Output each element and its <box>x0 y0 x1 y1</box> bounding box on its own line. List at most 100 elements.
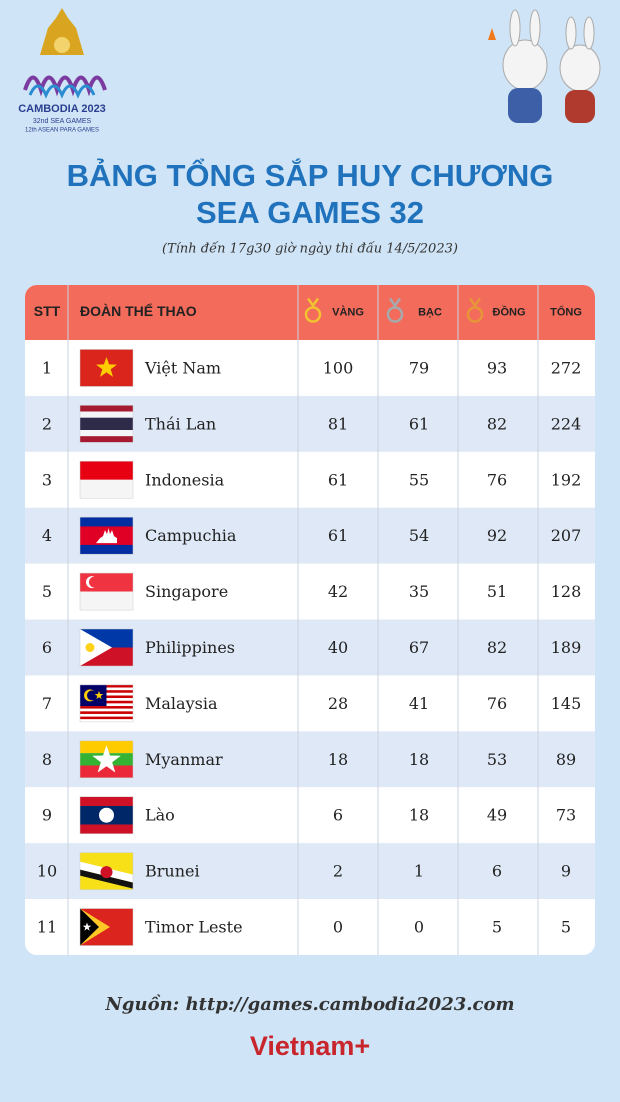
column-header: ĐỒNG <box>493 305 526 318</box>
flag <box>79 461 134 499</box>
table-cell: 54 <box>409 526 429 545</box>
table-cell: 51 <box>487 582 507 601</box>
table-cell: Timor Leste <box>145 918 243 937</box>
table-cell: 4 <box>42 526 52 545</box>
medal <box>304 306 322 323</box>
table-cell: 6 <box>492 862 502 881</box>
table-cell: 61 <box>409 414 429 433</box>
flag-stripe <box>80 436 133 443</box>
table-cell: 9 <box>561 862 571 881</box>
column-header: TỔNG <box>550 305 582 318</box>
table-cell: 145 <box>551 694 582 713</box>
table-cell: 79 <box>409 358 429 377</box>
flag <box>79 349 134 387</box>
table-cell: 189 <box>551 638 582 657</box>
subtitle: (Tính đến 17g30 giờ ngày thi đấu 14/5/20… <box>162 241 458 257</box>
logo-emblem <box>54 37 70 53</box>
medal-ribbon <box>468 297 482 308</box>
mascot-body <box>508 88 542 123</box>
flag-triangle <box>80 908 99 946</box>
flag-border <box>79 684 134 723</box>
mascot-ear <box>529 9 541 47</box>
table-cell: 81 <box>328 414 348 433</box>
table-cell: 128 <box>551 582 582 601</box>
table-cell: 49 <box>487 806 507 825</box>
flag <box>79 405 134 443</box>
flag-stripe <box>80 591 133 611</box>
mascot-head <box>559 44 601 92</box>
table-cell: 67 <box>409 638 429 657</box>
brand: Vietnam+ <box>250 1031 370 1061</box>
logo-line: 32nd SEA GAMES <box>33 118 92 125</box>
logo-wave <box>28 84 96 99</box>
flag-border <box>79 405 134 443</box>
flag-border <box>79 461 134 499</box>
table-cell: Brunei <box>145 862 200 881</box>
table-cell: 100 <box>323 358 354 377</box>
table-cell: Myanmar <box>145 750 223 769</box>
flag <box>79 516 134 555</box>
table-cell: Philippines <box>145 638 235 657</box>
table-cell: 3 <box>42 470 52 489</box>
flag-stripe <box>80 479 133 499</box>
flag-border <box>79 628 134 667</box>
table-cell: 10 <box>37 862 57 881</box>
torch-flame <box>488 28 496 40</box>
flag-stripe <box>80 405 133 412</box>
table-cell: 8 <box>42 750 52 769</box>
table-cell: 35 <box>409 582 429 601</box>
table-cell: Campuchia <box>145 526 237 545</box>
flag-stripe <box>80 411 133 418</box>
flag <box>79 908 134 946</box>
flag-border <box>79 908 134 946</box>
flag <box>79 796 134 834</box>
logo-temple <box>40 8 84 55</box>
table-cell: 2 <box>42 414 52 433</box>
mascot-ear <box>565 16 577 50</box>
table-cell: 76 <box>487 694 507 713</box>
table-cell: 0 <box>414 918 424 937</box>
table-cell: 40 <box>328 638 348 657</box>
table-cell: 0 <box>333 918 343 937</box>
flag-stripe <box>80 711 133 714</box>
table-cell: 82 <box>487 414 507 433</box>
flag-stripe <box>80 713 133 717</box>
flag-stripe <box>80 716 133 720</box>
flag-sun <box>85 643 95 652</box>
table-cell: 18 <box>328 750 348 769</box>
table-cell: 41 <box>409 694 429 713</box>
flag-star <box>96 357 117 377</box>
flag-emblem <box>100 866 113 879</box>
table-cell: 82 <box>487 638 507 657</box>
medal-ribbon <box>306 297 320 308</box>
flag-triangle <box>80 629 112 666</box>
mascot-ear <box>509 9 521 47</box>
table-cell: Indonesia <box>145 470 225 489</box>
table-header <box>25 285 595 340</box>
logo: CAMBODIA 2023 32nd SEA GAMES 12th ASEAN … <box>18 8 107 134</box>
flag-stripe <box>80 708 133 712</box>
table-cell: 55 <box>409 470 429 489</box>
title: SEA GAMES 32 <box>196 195 424 230</box>
table-cell: 1 <box>414 862 424 881</box>
mascots <box>488 9 601 123</box>
column-header: BẠC <box>418 306 442 318</box>
flag-stripe <box>80 430 133 437</box>
flag-border <box>79 852 134 890</box>
table-cell: 53 <box>487 750 507 769</box>
table-cell: 61 <box>328 526 348 545</box>
table-cell: 76 <box>487 470 507 489</box>
table-cell: 5 <box>561 918 571 937</box>
table-cell: 2 <box>333 862 343 881</box>
table-cell: 42 <box>328 582 348 601</box>
column-header: VÀNG <box>332 305 364 318</box>
flag-crescent-cut <box>87 690 97 701</box>
flag <box>79 684 134 723</box>
table-cell: Lào <box>145 806 175 825</box>
flag-disc <box>99 807 114 823</box>
table-cell: 61 <box>328 470 348 489</box>
flag-temple <box>96 528 117 544</box>
